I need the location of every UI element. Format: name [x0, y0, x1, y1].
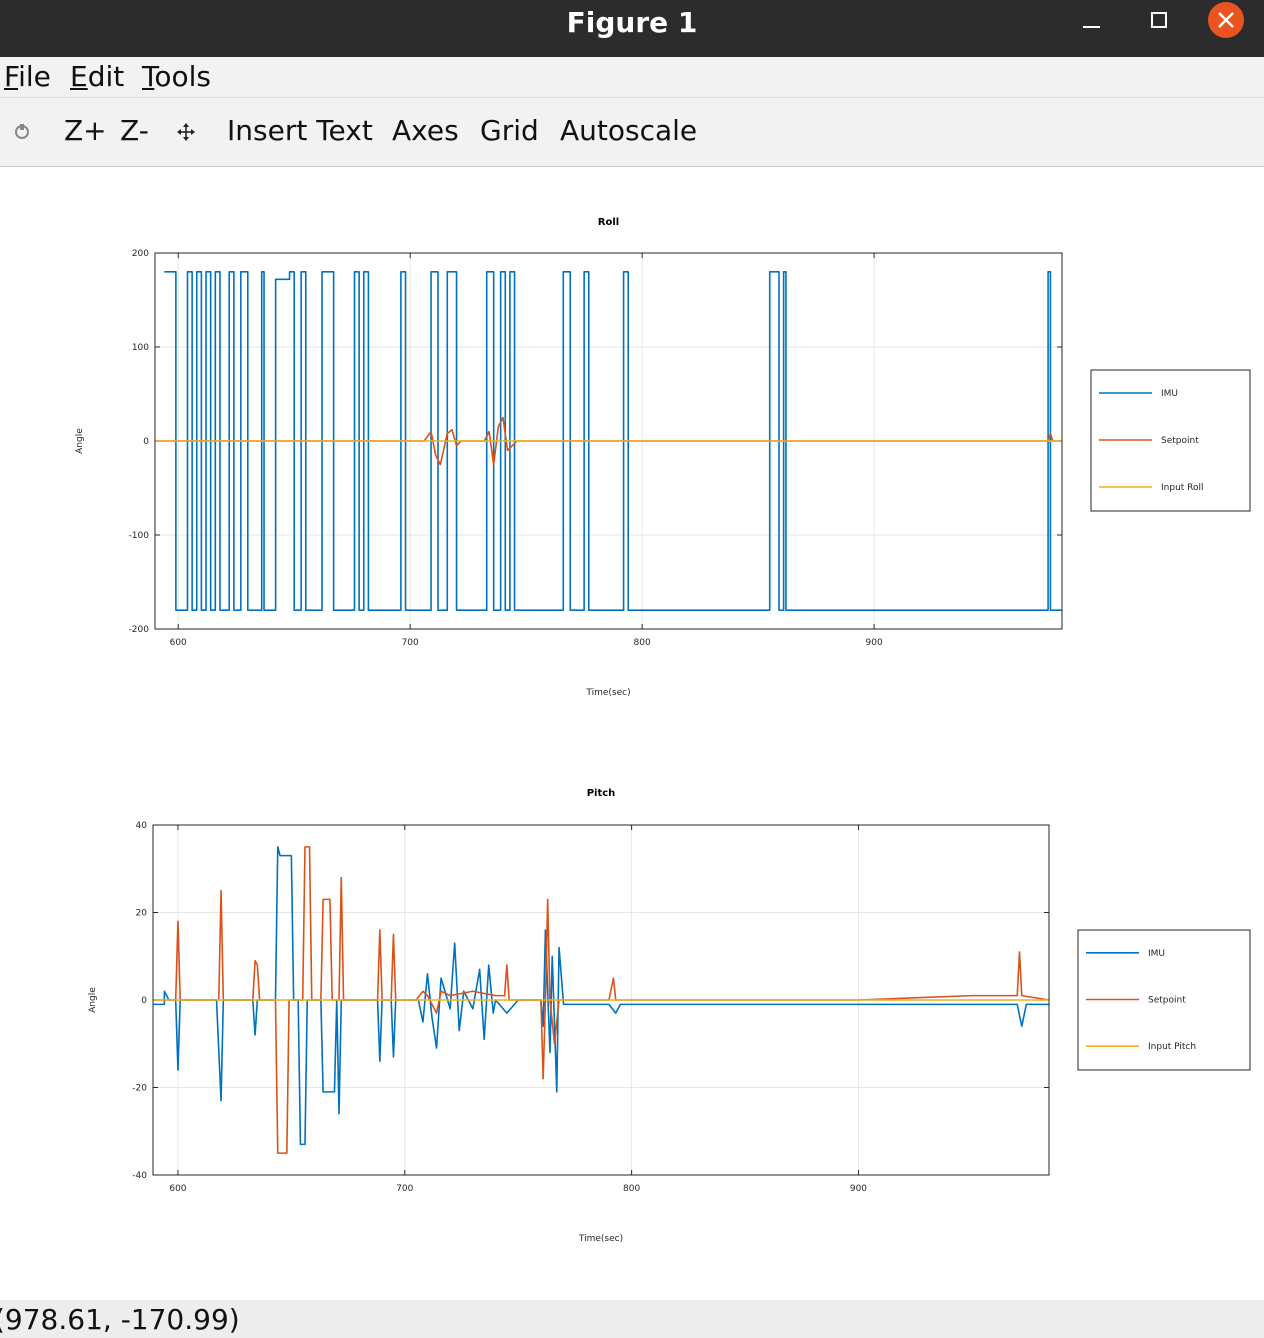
axes-box: [154, 252, 1063, 630]
x-tick-label: 900: [866, 638, 883, 648]
autoscale-button[interactable]: Autoscale: [560, 114, 698, 147]
x-axis-label: Time(sec): [578, 1234, 623, 1244]
y-tick-label: 20: [136, 909, 148, 919]
y-tick-label: 100: [132, 343, 149, 353]
status-bar: (978.61, -170.99): [0, 1300, 1264, 1338]
series-line: [153, 846, 1049, 1146]
series-line: [164, 271, 1062, 611]
x-tick-label: 700: [396, 1184, 413, 1194]
insert-text-button[interactable]: Insert Text: [227, 114, 373, 147]
toolbar: Z+ Z- Insert Text Axes Grid Autoscale: [0, 98, 1264, 167]
x-axis-label: Time(sec): [585, 688, 630, 698]
x-tick-label: 800: [634, 638, 651, 648]
chart-title: Pitch: [587, 788, 616, 799]
axes-button[interactable]: Axes: [392, 114, 459, 147]
close-button[interactable]: [1208, 2, 1244, 38]
chart-title: Roll: [598, 217, 619, 228]
x-tick-label: 600: [170, 638, 187, 648]
legend-label: IMU: [1161, 389, 1178, 399]
window-title: Figure 1: [566, 6, 698, 39]
legend-label: IMU: [1148, 949, 1165, 959]
y-tick-label: 0: [143, 437, 149, 447]
legend-label: Input Roll: [1161, 483, 1204, 493]
menu-item[interactable]: File: [4, 60, 51, 93]
y-tick-label: -40: [132, 1171, 147, 1181]
y-tick-label: 0: [141, 996, 147, 1006]
pan-button[interactable]: [174, 98, 198, 166]
window-controls: [1083, 2, 1244, 38]
x-tick-label: 800: [623, 1184, 640, 1194]
cursor-coordinates: (978.61, -170.99): [0, 1303, 240, 1336]
menu-item[interactable]: Edit: [70, 60, 125, 93]
y-tick-label: 40: [136, 821, 148, 831]
y-tick-label: -20: [132, 1084, 147, 1094]
zoom-in-button[interactable]: Z+: [64, 114, 107, 147]
legend-label: Input Pitch: [1148, 1042, 1196, 1052]
y-axis-label: Angle: [88, 987, 98, 1013]
grid-button[interactable]: Grid: [480, 114, 539, 147]
rotate-button[interactable]: [4, 98, 44, 166]
legend-label: Setpoint: [1161, 436, 1199, 446]
x-tick-label: 700: [402, 638, 419, 648]
y-tick-label: -200: [129, 625, 150, 635]
maximize-button[interactable]: [1151, 12, 1167, 28]
y-axis-label: Angle: [75, 428, 85, 454]
x-tick-label: 600: [169, 1184, 186, 1194]
y-tick-label: 200: [132, 249, 149, 259]
axes-box: [152, 824, 1050, 1176]
x-tick-label: 900: [850, 1184, 867, 1194]
zoom-out-button[interactable]: Z-: [120, 114, 149, 147]
y-tick-label: -100: [129, 531, 150, 541]
menu-bar: File Edit Tools: [0, 57, 1264, 98]
title-bar: Figure 1: [0, 0, 1264, 57]
legend-label: Setpoint: [1148, 996, 1186, 1006]
menu-item[interactable]: Tools: [142, 60, 211, 93]
